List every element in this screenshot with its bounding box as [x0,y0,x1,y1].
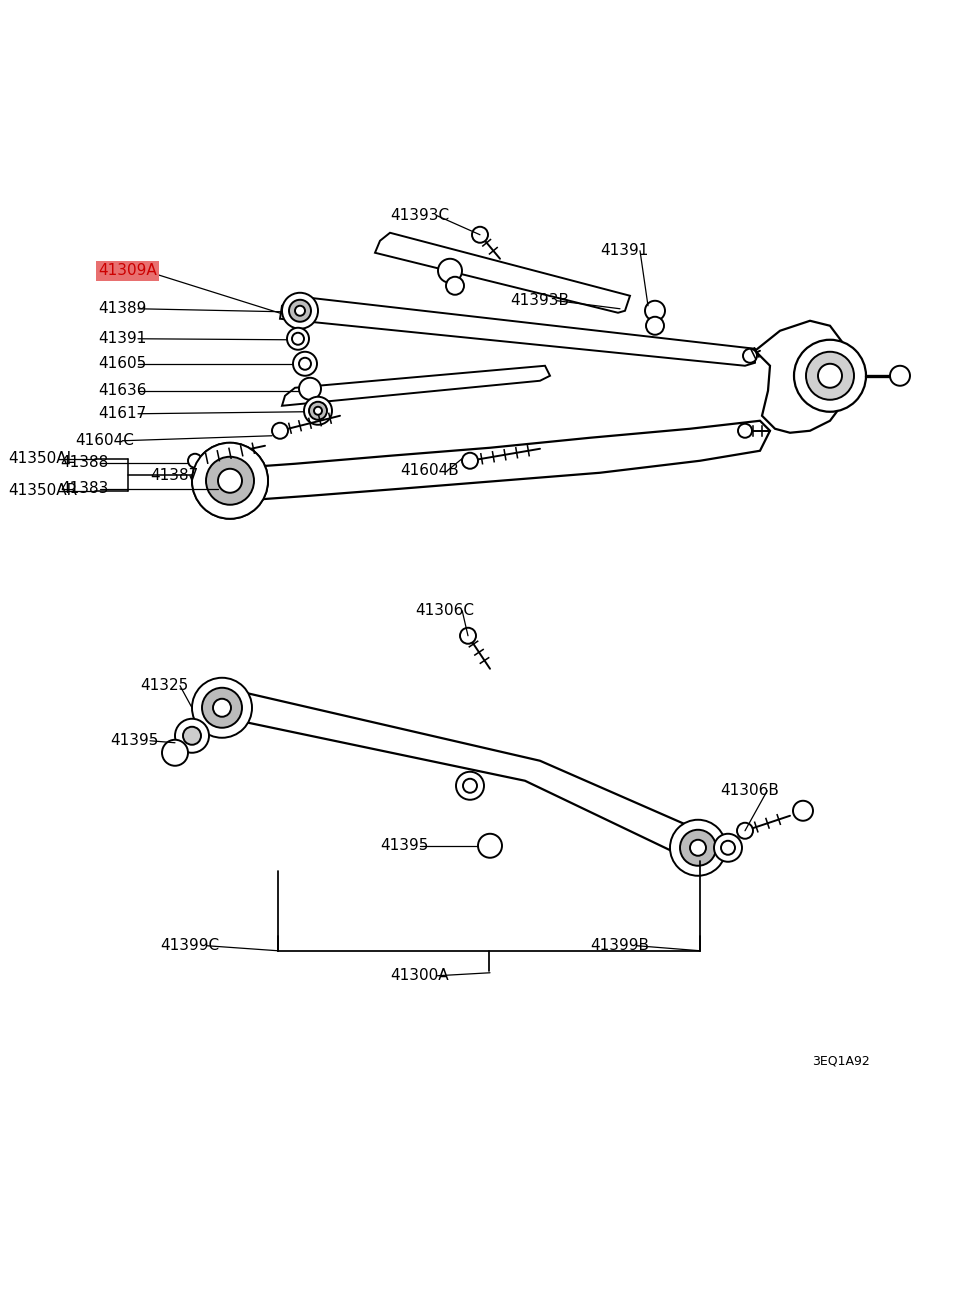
Circle shape [690,840,706,855]
Text: 41604C: 41604C [75,434,133,448]
Circle shape [463,778,477,793]
Circle shape [460,628,476,644]
Circle shape [793,801,813,820]
Text: 41383: 41383 [60,481,108,496]
Circle shape [272,423,288,439]
Circle shape [806,351,854,400]
Polygon shape [375,232,630,312]
Circle shape [304,397,332,424]
Circle shape [680,829,716,866]
Circle shape [645,300,665,321]
Text: 41391: 41391 [98,332,146,346]
Polygon shape [195,421,770,500]
Circle shape [456,772,484,799]
Circle shape [738,423,752,438]
Circle shape [218,469,242,492]
Circle shape [287,328,309,350]
Circle shape [818,364,842,388]
Text: 41617: 41617 [98,406,146,422]
Circle shape [446,277,464,295]
Text: 41300A: 41300A [390,968,448,983]
Text: 41399B: 41399B [590,938,649,953]
Polygon shape [280,295,755,366]
Circle shape [309,402,327,419]
Circle shape [293,351,317,376]
Text: 41306B: 41306B [720,784,779,798]
Circle shape [438,259,462,283]
Circle shape [890,366,910,385]
Text: 41350AL: 41350AL [8,452,75,466]
Circle shape [292,333,304,345]
Text: 41393C: 41393C [390,208,449,223]
Circle shape [183,726,201,744]
Circle shape [314,406,322,415]
Circle shape [737,823,753,838]
Text: 41387: 41387 [150,469,199,483]
Text: 41399C: 41399C [160,938,219,953]
Circle shape [218,469,242,492]
Polygon shape [215,688,710,859]
Text: 41393B: 41393B [510,294,569,308]
Circle shape [213,699,231,717]
Text: 41604B: 41604B [400,464,459,478]
Circle shape [175,718,209,752]
Circle shape [295,306,305,316]
Circle shape [670,820,726,876]
Circle shape [206,457,254,504]
Circle shape [714,833,742,862]
Text: 41636: 41636 [98,383,147,398]
Circle shape [462,453,478,469]
Text: 41309A: 41309A [98,264,156,278]
Circle shape [202,688,242,727]
Text: 41350AR: 41350AR [8,483,77,499]
Text: 41325: 41325 [140,678,188,693]
Text: 41388: 41388 [60,456,108,470]
Circle shape [721,841,735,854]
Circle shape [162,739,188,765]
Circle shape [472,227,488,243]
Circle shape [188,453,202,468]
Circle shape [794,340,866,411]
Circle shape [192,443,268,518]
Circle shape [289,300,311,321]
Text: 41395: 41395 [110,733,158,748]
Circle shape [478,833,502,858]
Text: MITSUBISHI - MR491911    N - 41309A: MITSUBISHI - MR491911 N - 41309A [156,1239,804,1268]
Circle shape [192,443,268,518]
Circle shape [299,358,311,370]
Text: 41395: 41395 [380,838,428,853]
Polygon shape [282,366,550,406]
Circle shape [646,317,664,334]
Circle shape [192,678,252,738]
Circle shape [299,377,321,400]
Circle shape [206,457,254,504]
Circle shape [282,293,318,329]
Text: 41605: 41605 [98,357,146,371]
Text: 41389: 41389 [98,302,146,316]
Text: 41306C: 41306C [415,603,474,618]
Text: 3EQ1A92: 3EQ1A92 [812,1054,870,1067]
Text: 41391: 41391 [600,243,648,259]
Circle shape [218,479,238,499]
Polygon shape [755,321,850,432]
Circle shape [743,349,757,363]
